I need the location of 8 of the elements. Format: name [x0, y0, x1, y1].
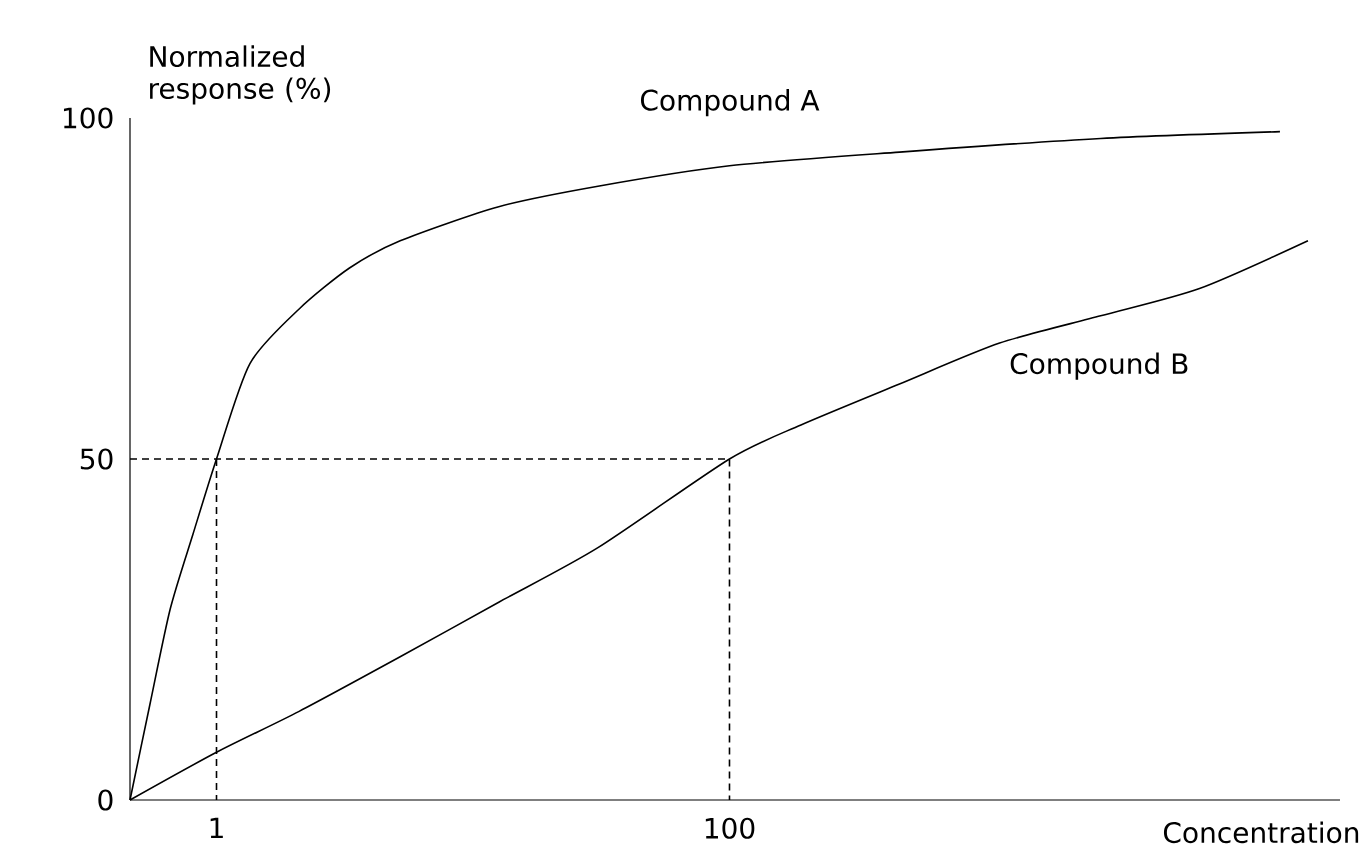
x-tick-label: 1: [210, 817, 223, 839]
y-tick-label: 0: [98, 789, 113, 811]
x-axis-title: Concentration: [1163, 821, 1359, 844]
series-label: Compound A: [640, 89, 820, 117]
y-tick-label: 100: [63, 107, 113, 129]
y-axis-title: Normalized response (%): [150, 45, 331, 105]
series-label: Compound B: [1010, 352, 1188, 380]
y-tick-label: 50: [80, 448, 113, 470]
